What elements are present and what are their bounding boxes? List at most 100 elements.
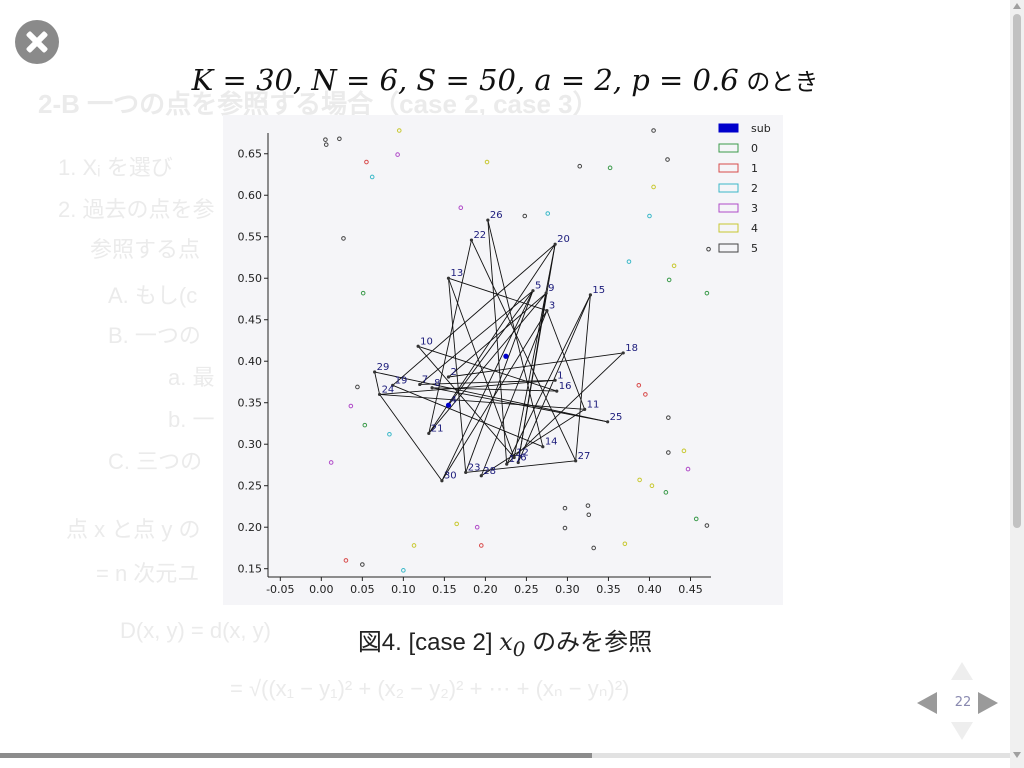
point-label: 19 bbox=[395, 375, 408, 386]
background-point bbox=[484, 159, 490, 165]
background-point bbox=[586, 512, 592, 518]
numbered-point bbox=[512, 455, 516, 460]
numbered-point bbox=[446, 276, 451, 280]
numbered-point bbox=[621, 351, 625, 355]
connection-line bbox=[465, 460, 576, 473]
point-label: 9 bbox=[548, 283, 554, 294]
background-point bbox=[651, 128, 656, 133]
numbered-point bbox=[418, 382, 422, 387]
title-math: K = 30, N = 6, S = 50, a = 2, p = 0.6 bbox=[191, 63, 739, 97]
point-label: 12 bbox=[516, 447, 529, 458]
legend-label: 2 bbox=[751, 182, 758, 195]
x-tick-label: 0.10 bbox=[391, 583, 416, 596]
vertical-scrollbar[interactable] bbox=[1010, 0, 1024, 768]
background-point bbox=[706, 246, 711, 252]
background-point bbox=[478, 543, 484, 548]
nav-previous-arrow-icon[interactable] bbox=[917, 692, 937, 714]
background-point bbox=[360, 562, 365, 567]
legend-label: 1 bbox=[751, 162, 758, 175]
background-text-line: = n 次元ユ bbox=[96, 561, 200, 586]
connection-line bbox=[517, 293, 547, 463]
background-point bbox=[577, 163, 583, 169]
background-text-line: A. もし(c bbox=[108, 283, 198, 308]
point-label: 18 bbox=[625, 343, 638, 354]
numbered-point bbox=[555, 389, 559, 393]
point-label: 15 bbox=[592, 285, 605, 296]
sub-point bbox=[445, 402, 452, 408]
sub-point bbox=[503, 353, 509, 359]
scatter-plot-figure: 0.15 0.20 0.25 0.30 0.35 0.40 0.45 0.50 0.55 0.60… bbox=[223, 115, 783, 605]
connection-line bbox=[487, 220, 508, 465]
background-point bbox=[395, 152, 400, 157]
numbered-point bbox=[606, 420, 610, 424]
point-label: 28 bbox=[483, 466, 496, 477]
connection-line bbox=[428, 239, 472, 434]
background-point bbox=[396, 128, 402, 133]
point-label: 17 bbox=[509, 454, 522, 465]
vertical-scroll-thumb[interactable] bbox=[1013, 14, 1021, 528]
background-point bbox=[607, 165, 613, 171]
connection-line bbox=[379, 394, 443, 481]
connection-line bbox=[417, 345, 515, 458]
connection-line bbox=[575, 294, 591, 461]
connection-line bbox=[379, 379, 556, 395]
background-text-line: C. 三つの bbox=[108, 449, 203, 474]
background-point bbox=[343, 558, 349, 563]
background-point bbox=[651, 184, 656, 190]
background-point bbox=[681, 448, 687, 454]
background-point bbox=[591, 545, 596, 551]
legend-swatch bbox=[718, 183, 739, 193]
background-point bbox=[649, 483, 655, 489]
close-icon[interactable] bbox=[15, 20, 59, 64]
horizontal-scroll-thumb[interactable] bbox=[0, 753, 592, 758]
connection-line bbox=[428, 243, 556, 434]
connection-line bbox=[513, 244, 556, 458]
numbered-point bbox=[373, 370, 377, 374]
y-tick-label: 0.50 bbox=[238, 272, 263, 285]
numbered-point bbox=[427, 431, 431, 436]
point-label: 30 bbox=[444, 471, 457, 482]
background-point bbox=[666, 277, 672, 283]
nav-next-arrow-icon[interactable] bbox=[978, 692, 998, 714]
background-point bbox=[360, 290, 366, 296]
y-tick-label: 0.60 bbox=[238, 189, 263, 202]
nav-up-arrow-icon[interactable] bbox=[951, 662, 973, 680]
point-label: 27 bbox=[578, 451, 591, 462]
legend-label: 4 bbox=[751, 222, 758, 235]
numbered-point bbox=[531, 289, 535, 293]
background-point bbox=[341, 236, 346, 241]
background-point bbox=[458, 205, 464, 210]
scroll-down-icon[interactable] bbox=[1013, 752, 1021, 758]
horizontal-scrollbar[interactable] bbox=[0, 753, 1010, 758]
background-text-line: 2. 過去の点を参 bbox=[58, 197, 215, 222]
background-point bbox=[685, 466, 691, 472]
numbered-point bbox=[446, 375, 451, 379]
caption-prefix: 図4. [case 2] bbox=[357, 629, 500, 656]
legend-swatch bbox=[718, 223, 739, 233]
numbered-point bbox=[479, 474, 483, 478]
background-point bbox=[693, 516, 699, 522]
nav-down-arrow-icon[interactable] bbox=[951, 722, 973, 740]
x-tick-label: 0.30 bbox=[555, 583, 580, 596]
background-point bbox=[637, 477, 642, 483]
x-tick-label: 0.25 bbox=[514, 583, 539, 596]
page-number: 22 bbox=[954, 695, 972, 710]
x-tick-label: 0.40 bbox=[637, 583, 662, 596]
connection-line bbox=[448, 290, 534, 406]
numbered-point bbox=[516, 460, 520, 465]
scroll-up-icon[interactable] bbox=[1013, 3, 1021, 9]
background-point bbox=[671, 263, 677, 269]
point-label: 3 bbox=[549, 301, 555, 312]
point-label: 14 bbox=[545, 437, 558, 448]
slide-navigation: 22 bbox=[914, 660, 1004, 740]
background-point bbox=[328, 460, 334, 465]
background-text-line: 参照する点 bbox=[90, 237, 201, 262]
background-text-line: a. 最 bbox=[168, 365, 215, 390]
point-label: 22 bbox=[473, 230, 486, 241]
connection-line bbox=[506, 294, 591, 465]
background-point bbox=[522, 213, 528, 219]
legend-swatch bbox=[718, 143, 739, 153]
x-tick-label: 0.05 bbox=[350, 583, 375, 596]
scatter-plot: 0.15 0.20 0.25 0.30 0.35 0.40 0.45 0.50 0.55 0.60… bbox=[238, 122, 771, 596]
title-suffix: のとき bbox=[738, 68, 819, 96]
